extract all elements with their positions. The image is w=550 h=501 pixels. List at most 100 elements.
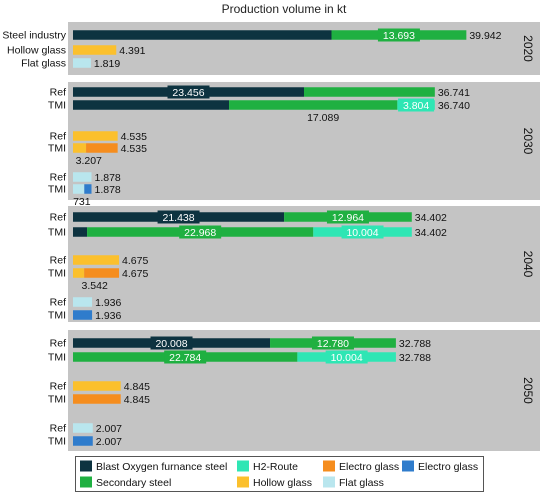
bar-row: TMI 4.845 <box>48 394 150 406</box>
row-label: TMI <box>48 394 66 406</box>
total-label: 1.878 <box>94 172 120 184</box>
data-label: 20.008 <box>155 338 187 350</box>
bar-segment-flat <box>73 297 93 307</box>
data-label-box <box>377 28 420 42</box>
legend-item-secondary: Secondary steel <box>80 476 171 489</box>
legend: Blast Oxygen furnance steel H2-Route Elect… <box>75 456 484 492</box>
bar-row: Ref 23.456 36.741 <box>50 85 470 99</box>
total-label: 36.741 <box>438 87 470 99</box>
period-year-label: 2050 <box>521 377 535 404</box>
bar-row: Ref 4.675 <box>50 255 149 267</box>
total-label: 4.675 <box>122 268 148 280</box>
bar-segment-flat <box>73 58 91 68</box>
legend-item-flat: Flat glass <box>323 476 384 489</box>
legend-swatch <box>323 460 335 472</box>
segment-value-label: 3.207 <box>76 155 102 167</box>
period-year-label: 2020 <box>521 35 535 62</box>
legend-item-hollow: Hollow glass <box>237 476 312 489</box>
row-label: TMI <box>48 310 66 322</box>
bar-row: Ref 4.845 <box>50 381 150 393</box>
bar-row: Ref 21.438 12.964 34.402 <box>50 210 447 224</box>
panel-background <box>68 206 540 322</box>
data-label: 13.693 <box>383 30 415 42</box>
data-label: 22.784 <box>169 352 201 364</box>
data-label: 12.780 <box>317 338 349 350</box>
row-label: TMI <box>48 268 66 280</box>
period-year-label: 2040 <box>521 251 535 278</box>
total-label: 1.878 <box>94 184 120 196</box>
period-panel-2050: 2050 Ref 20.008 12.780 32.788 TMI 22.784 10.004… <box>48 330 540 451</box>
data-label: 3.804 <box>403 100 429 112</box>
data-label: 10.004 <box>346 227 378 239</box>
bar-row: TMI 4.535 3.207 <box>48 143 147 168</box>
bar-row: TMI 1.936 <box>48 310 122 322</box>
row-label: TMI <box>48 100 66 112</box>
data-label-box <box>179 225 222 239</box>
bar-row: Flat glass 1.819 <box>21 58 120 70</box>
legend-label: Hollow glass <box>253 477 312 489</box>
total-label: 4.845 <box>124 394 150 406</box>
legend-item-h2: H2-Route <box>237 460 298 473</box>
total-label: 4.535 <box>121 143 147 155</box>
data-label-box <box>167 85 210 99</box>
bar-segment-electro_glass_blue <box>84 184 92 194</box>
panel-background <box>68 330 540 451</box>
total-label: 4.391 <box>119 45 145 57</box>
bar-row: TMI 2.007 <box>48 436 122 448</box>
legend-frame <box>75 456 484 492</box>
bar-segment-bof <box>73 100 230 110</box>
bar-row: Steel industry 13.693 39.942 <box>2 28 502 42</box>
bar-segment-bof <box>73 30 332 40</box>
total-label: 39.942 <box>469 30 501 42</box>
bar-row: Hollow glass 4.391 <box>7 45 146 57</box>
data-label-box <box>311 336 354 350</box>
row-label: TMI <box>48 227 66 239</box>
bar-row: Ref 2.007 <box>50 423 123 435</box>
bar-row: Ref 1.878 <box>50 172 121 184</box>
row-label: TMI <box>48 143 66 155</box>
legend-label: Electro glass <box>339 461 399 473</box>
legend-item-electro_glass_orange: Electro glass <box>323 460 399 473</box>
total-label: 4.845 <box>124 381 150 393</box>
x-axis-title: Production volume in kt <box>222 2 347 16</box>
bar-segment-flat <box>73 184 85 194</box>
total-label: 1.936 <box>95 297 121 309</box>
bar-segment-hollow <box>73 381 121 391</box>
legend-swatch <box>80 476 92 488</box>
data-label-box <box>325 350 368 364</box>
legend-swatch <box>80 460 92 472</box>
legend-label: Blast Oxygen furnance steel <box>96 461 227 473</box>
row-label: Flat glass <box>21 58 66 70</box>
total-label: 2.007 <box>96 436 122 448</box>
total-label: 1.819 <box>94 58 120 70</box>
data-label: 10.004 <box>331 352 363 364</box>
data-label: 12.964 <box>332 212 364 224</box>
bar-row: TMI 22.968 10.004 34.402 <box>48 225 447 239</box>
total-label: 1.936 <box>95 310 121 322</box>
period-panels: 2020 Steel industry 13.693 39.942 Hollow gla… <box>2 22 540 451</box>
bar-segment-electro_glass_orange <box>73 394 121 404</box>
bar-segment-hollow <box>73 143 87 153</box>
segment-value-label: 731 <box>73 196 91 208</box>
bar-row: Ref 20.008 12.780 32.788 <box>50 336 431 350</box>
row-label: Ref <box>50 131 66 143</box>
data-label-box <box>326 210 369 224</box>
data-label-box <box>157 210 200 224</box>
row-label: Ref <box>50 87 66 99</box>
data-label: 23.456 <box>172 87 204 99</box>
total-label: 32.788 <box>399 352 431 364</box>
row-label: Hollow glass <box>7 45 66 57</box>
legend-label: Electro glass <box>418 461 478 473</box>
bar-segment-secondary <box>303 87 435 97</box>
period-panel-2040: 2040 Ref 21.438 12.964 34.402 TMI 22.968 10.004… <box>48 206 540 322</box>
period-panel-2030: 2030 Ref 23.456 36.741 TMI 3.804 36.740 17.089 R… <box>48 82 540 208</box>
row-label: TMI <box>48 184 66 196</box>
bar-segment-bof <box>73 227 88 237</box>
bar-segment-electro_glass_blue <box>73 310 93 320</box>
total-label: 4.675 <box>122 255 148 267</box>
bar-row: Ref 1.936 <box>50 297 122 309</box>
bar-segment-hollow <box>73 268 85 278</box>
legend-swatch <box>323 476 335 488</box>
legend-swatch <box>402 460 414 472</box>
